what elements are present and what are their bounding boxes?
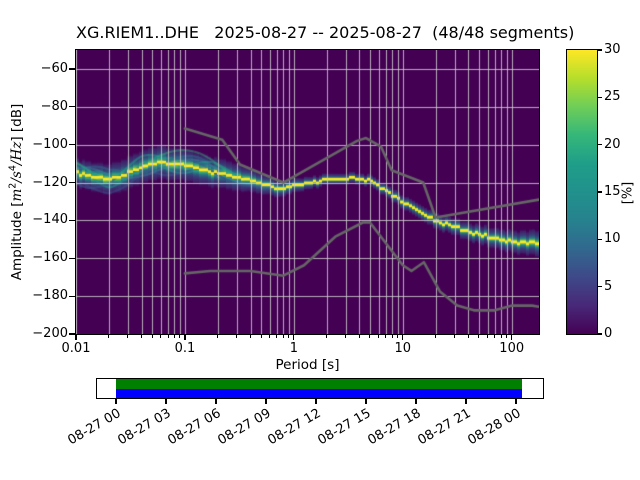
- x-minor-tick-mark: [397, 334, 399, 338]
- y-tick-mark: [69, 68, 75, 70]
- x-minor-tick-mark: [250, 334, 251, 338]
- x-tick-label: 100: [499, 341, 525, 356]
- timeline-tick-mark: [315, 399, 317, 404]
- x-minor-tick-mark: [487, 334, 489, 338]
- x-minor-tick-mark: [358, 334, 360, 338]
- x-minor-tick-mark: [345, 334, 347, 338]
- x-axis-label: Period [s]: [275, 357, 340, 373]
- colorbar-tick-mark: [598, 333, 602, 335]
- x-minor-tick-mark: [269, 334, 271, 338]
- colorbar-tick-mark: [598, 96, 602, 98]
- y-tick-label: −60: [40, 60, 68, 76]
- x-minor-tick-mark: [160, 334, 162, 338]
- x-minor-tick-mark: [167, 334, 169, 338]
- coverage-bar-blue: [116, 388, 522, 398]
- y-tick-label: −120: [32, 174, 68, 190]
- timeline-tick-mark: [415, 399, 417, 404]
- colorbar-tick-label: 15: [604, 184, 621, 199]
- y-tick-mark: [69, 181, 75, 184]
- x-minor-tick-mark: [435, 334, 437, 338]
- x-tick-label: 10: [394, 341, 412, 356]
- x-minor-tick-mark: [478, 334, 480, 338]
- y-tick-mark: [69, 333, 75, 335]
- colorbar-tick-label: 10: [604, 231, 621, 247]
- x-tick-mark: [293, 334, 295, 340]
- colorbar-tick-mark: [598, 191, 602, 193]
- y-tick-mark: [69, 219, 75, 221]
- x-minor-tick-mark: [282, 334, 284, 338]
- colorbar-tick-label: 0: [604, 326, 613, 341]
- y-tick-label: −100: [32, 136, 68, 152]
- x-minor-tick-mark: [494, 334, 496, 338]
- colorbar-tick-label: 5: [604, 278, 613, 294]
- timeline-tick-mark: [165, 399, 167, 404]
- x-minor-tick-mark: [127, 334, 129, 338]
- x-tick-label: 1: [289, 341, 298, 356]
- timeline-tick-mark: [365, 399, 367, 404]
- y-tick-mark: [69, 257, 75, 259]
- colorbar-tick-label: 20: [604, 136, 621, 152]
- x-minor-tick-mark: [500, 334, 502, 338]
- ppsd-heatmap-canvas: [76, 50, 539, 334]
- y-tick-mark: [69, 295, 75, 297]
- y-tick-mark: [69, 144, 75, 146]
- x-tick-label: 0.01: [61, 341, 91, 356]
- coverage-bar-green: [116, 379, 522, 389]
- x-minor-tick-mark: [173, 334, 175, 338]
- x-minor-tick-mark: [385, 334, 387, 338]
- x-minor-tick-mark: [276, 334, 278, 338]
- x-minor-tick-mark: [260, 334, 262, 338]
- x-minor-tick-mark: [108, 334, 110, 338]
- x-tick-mark: [511, 334, 513, 340]
- y-tick-label: −160: [32, 250, 68, 266]
- colorbar-tick-label: 30: [604, 42, 621, 57]
- x-tick-mark: [184, 334, 186, 340]
- y-tick-label: −140: [32, 212, 68, 228]
- x-tick-mark: [75, 334, 77, 340]
- colorbar-tick-mark: [598, 286, 602, 288]
- colorbar-tick-mark: [598, 238, 602, 240]
- y-tick-label: −80: [40, 98, 68, 114]
- plot-title: XG.RIEM1..DHE 2025-08-27 -- 2025-08-27 (…: [76, 23, 575, 42]
- colorbar-tick-label: 25: [604, 89, 621, 105]
- x-minor-tick-mark: [151, 334, 153, 338]
- x-tick-label: 0.1: [174, 341, 196, 356]
- x-minor-tick-mark: [391, 334, 393, 338]
- x-minor-tick-mark: [217, 334, 219, 338]
- x-minor-tick-mark: [369, 334, 371, 338]
- timeline-tick-mark: [215, 399, 217, 404]
- timeline-coverage-box: [96, 378, 544, 399]
- colorbar-tick-mark: [598, 49, 602, 51]
- x-minor-tick-mark: [378, 334, 380, 338]
- x-minor-tick-mark: [326, 334, 328, 338]
- main-plot-area: [75, 49, 540, 335]
- colorbar-tick-mark: [598, 144, 602, 146]
- y-tick-label: −200: [32, 326, 68, 341]
- x-tick-mark: [402, 334, 404, 340]
- timeline-tick-mark: [465, 399, 467, 404]
- y-tick-mark: [69, 106, 75, 108]
- x-minor-tick-mark: [288, 334, 290, 338]
- x-minor-tick-mark: [179, 334, 181, 338]
- timeline-tick-mark: [515, 399, 517, 404]
- timeline-tick-mark: [115, 399, 117, 404]
- colorbar-gradient: [567, 50, 597, 334]
- timeline-tick-mark: [265, 399, 267, 404]
- y-tick-label: −180: [32, 288, 68, 304]
- x-minor-tick-mark: [454, 334, 456, 338]
- colorbar: [566, 49, 598, 335]
- x-minor-tick-mark: [236, 334, 238, 338]
- x-minor-tick-mark: [467, 334, 469, 338]
- x-minor-tick-mark: [506, 334, 508, 338]
- x-minor-tick-mark: [141, 334, 143, 338]
